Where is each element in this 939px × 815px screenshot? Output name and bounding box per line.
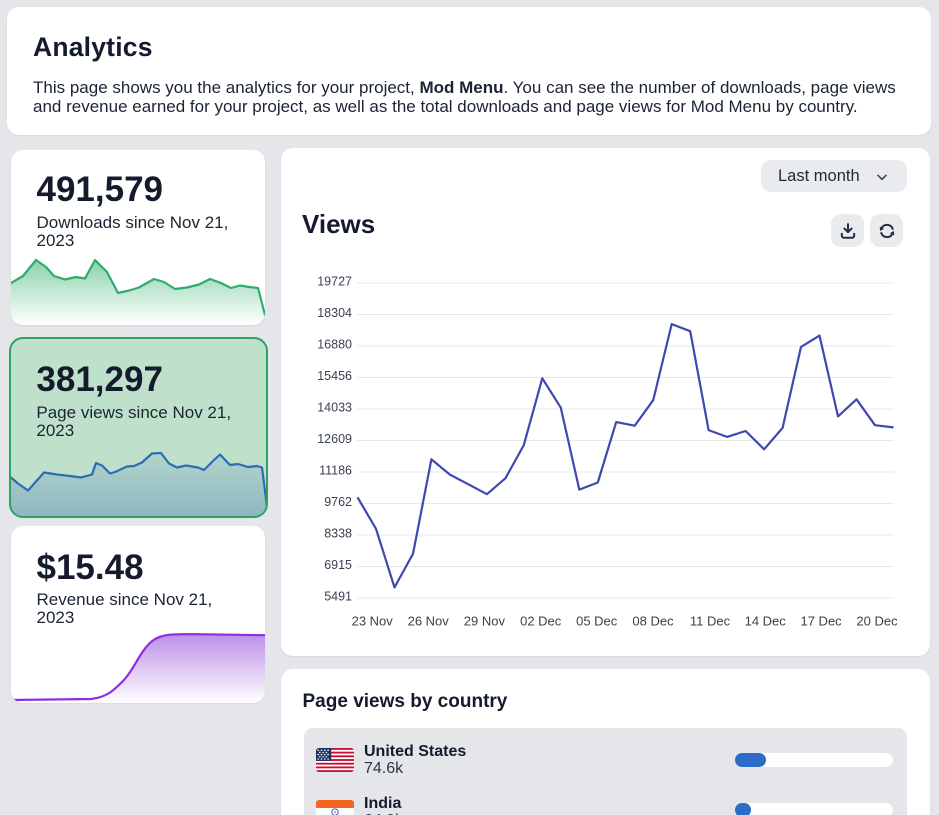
svg-text:9762: 9762 bbox=[324, 495, 352, 509]
svg-text:20 Dec: 20 Dec bbox=[856, 614, 898, 629]
svg-text:15456: 15456 bbox=[317, 369, 352, 383]
svg-text:02 Dec: 02 Dec bbox=[520, 614, 562, 629]
svg-text:17 Dec: 17 Dec bbox=[800, 614, 842, 629]
svg-text:11186: 11186 bbox=[319, 464, 352, 478]
svg-text:23 Nov: 23 Nov bbox=[352, 614, 394, 629]
svg-text:19727: 19727 bbox=[317, 275, 352, 289]
svg-text:08 Dec: 08 Dec bbox=[632, 614, 674, 629]
svg-text:8338: 8338 bbox=[324, 527, 352, 541]
svg-text:11 Dec: 11 Dec bbox=[690, 614, 731, 629]
svg-text:05 Dec: 05 Dec bbox=[576, 614, 618, 629]
svg-text:14033: 14033 bbox=[317, 401, 352, 415]
svg-text:6915: 6915 bbox=[324, 558, 352, 572]
svg-text:18304: 18304 bbox=[317, 306, 352, 320]
svg-text:29 Nov: 29 Nov bbox=[464, 614, 506, 629]
svg-text:16880: 16880 bbox=[317, 338, 352, 352]
svg-text:5491: 5491 bbox=[324, 590, 352, 604]
svg-text:12609: 12609 bbox=[317, 432, 352, 446]
svg-text:14 Dec: 14 Dec bbox=[745, 614, 787, 629]
svg-text:26 Nov: 26 Nov bbox=[408, 614, 450, 629]
